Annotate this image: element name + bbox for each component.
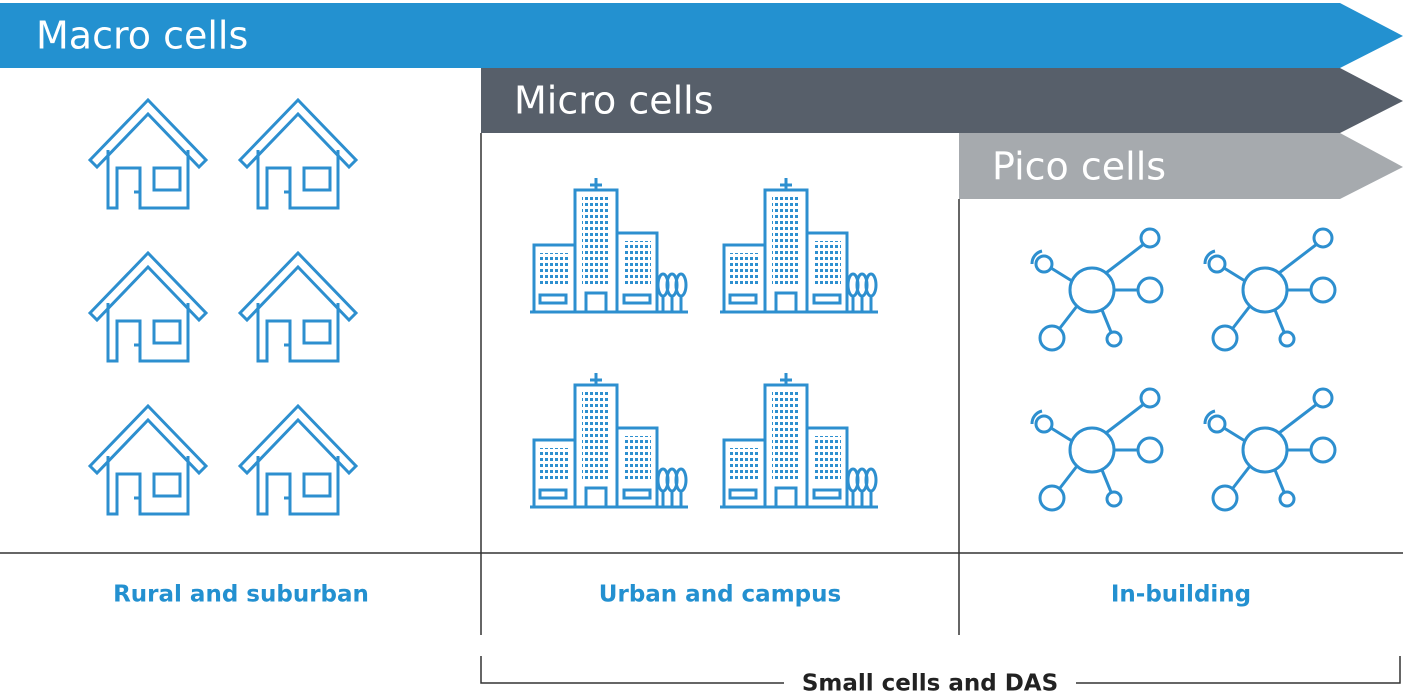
pico-band (959, 133, 1403, 199)
column-label: Urban and campus (599, 582, 841, 608)
column-label: Rural and suburban (113, 582, 369, 608)
network-icons (1030, 227, 1337, 512)
bracket-label: Small cells and DAS (802, 671, 1058, 697)
building-icons (528, 176, 880, 509)
band-label: Pico cells (992, 145, 1166, 189)
band-label: Macro cells (36, 14, 248, 58)
column-label: In-building (1111, 582, 1251, 608)
macro-band (0, 3, 1403, 68)
band-label: Micro cells (514, 79, 714, 123)
micro-band (481, 68, 1403, 133)
house-icons (88, 98, 358, 516)
label-gap (784, 670, 1076, 698)
